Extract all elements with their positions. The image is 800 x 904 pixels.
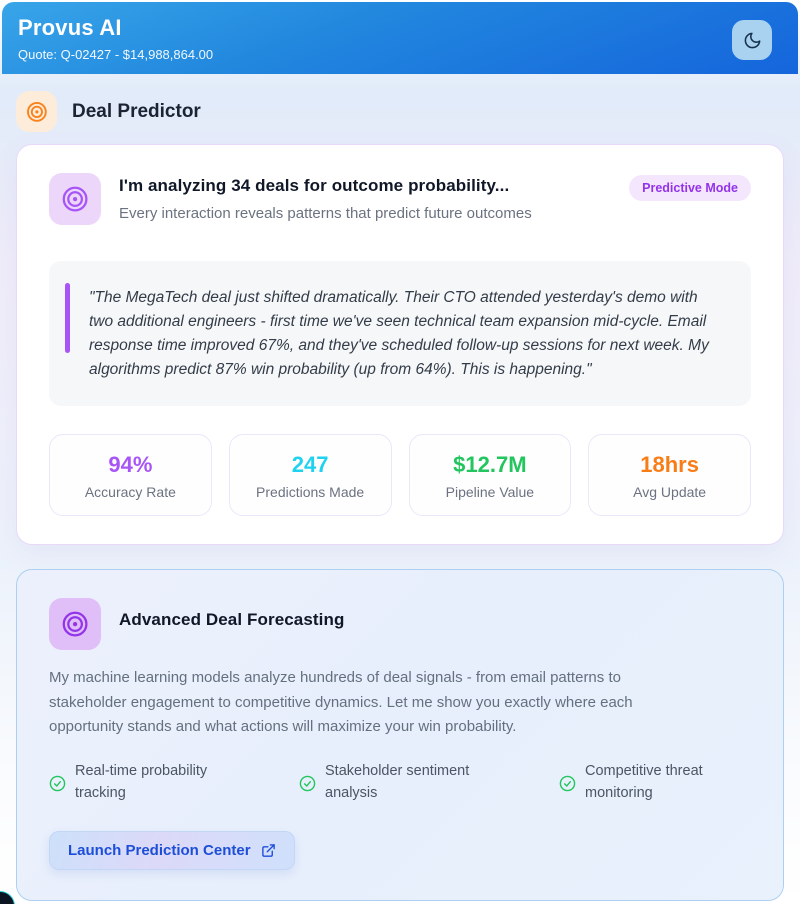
feature-label: Stakeholder sentiment analysis — [325, 763, 470, 802]
header-text-group: Provus AI Quote: Q-02427 - $14,988,864.0… — [18, 15, 213, 62]
external-link-icon — [261, 843, 276, 858]
stat-avg-update: 18hrs Avg Update — [588, 434, 751, 517]
check-circle-icon — [559, 775, 576, 792]
analysis-card: I'm analyzing 34 deals for outcome proba… — [16, 144, 784, 546]
stat-label: Predictions Made — [256, 484, 365, 501]
corner-fab[interactable] — [0, 891, 15, 904]
app-header: Provus AI Quote: Q-02427 - $14,988,864.0… — [2, 2, 798, 74]
features-row: Real-time probability tracking Stakehold… — [49, 761, 751, 805]
page-title: Deal Predictor — [72, 100, 201, 122]
theme-toggle-button[interactable] — [732, 20, 772, 60]
feature-realtime-tracking: Real-time probability tracking — [49, 761, 247, 805]
section-header: Deal Predictor — [0, 74, 800, 144]
feature-sentiment-analysis: Stakeholder sentiment analysis — [299, 761, 507, 805]
forecast-card: Advanced Deal Forecasting My machine lea… — [16, 569, 784, 901]
stat-accuracy-rate: 94% Accuracy Rate — [49, 434, 212, 517]
forecast-title: Advanced Deal Forecasting — [119, 610, 345, 630]
stat-predictions-made: 247 Predictions Made — [228, 434, 392, 517]
stat-value: 247 — [291, 452, 329, 478]
concentric-target-icon — [49, 173, 101, 225]
insight-quote-text: "The MegaTech deal just shifted dramatic… — [89, 289, 709, 378]
stats-row: 94% Accuracy Rate 247 Predictions Made $… — [49, 434, 751, 517]
stat-pipeline-value: $12.7M Pipeline Value — [408, 434, 572, 517]
stat-label: Accuracy Rate — [84, 484, 176, 501]
app-title: Provus AI — [18, 15, 122, 40]
predictive-mode-badge: Predictive Mode — [629, 175, 751, 201]
insight-quote-block: "The MegaTech deal just shifted dramatic… — [49, 261, 751, 407]
forecast-description: My machine learning models analyze hundr… — [49, 669, 633, 736]
quote-accent-bar — [65, 283, 70, 353]
stat-value: 18hrs — [640, 452, 699, 478]
stat-value: $12.7M — [453, 452, 527, 478]
quote-summary: Quote: Q-02427 - $14,988,864.00 — [18, 47, 214, 62]
feature-threat-monitoring: Competitive threat monitoring — [559, 761, 735, 805]
check-circle-icon — [49, 775, 66, 792]
stat-value: 94% — [108, 452, 153, 478]
check-circle-icon — [299, 775, 316, 792]
analysis-subtitle: Every interaction reveals patterns that … — [119, 205, 532, 222]
stat-label: Avg Update — [633, 484, 707, 501]
cta-label: Launch Prediction Center — [68, 841, 251, 859]
feature-label: Real-time probability tracking — [75, 763, 208, 802]
concentric-target-icon — [16, 91, 57, 132]
feature-label: Competitive threat monitoring — [585, 763, 703, 802]
stat-label: Pipeline Value — [445, 484, 535, 501]
analysis-title: I'm analyzing 34 deals for outcome proba… — [119, 176, 510, 195]
moon-icon — [743, 31, 762, 50]
launch-prediction-center-button[interactable]: Launch Prediction Center — [49, 830, 295, 870]
concentric-target-icon — [49, 598, 101, 651]
